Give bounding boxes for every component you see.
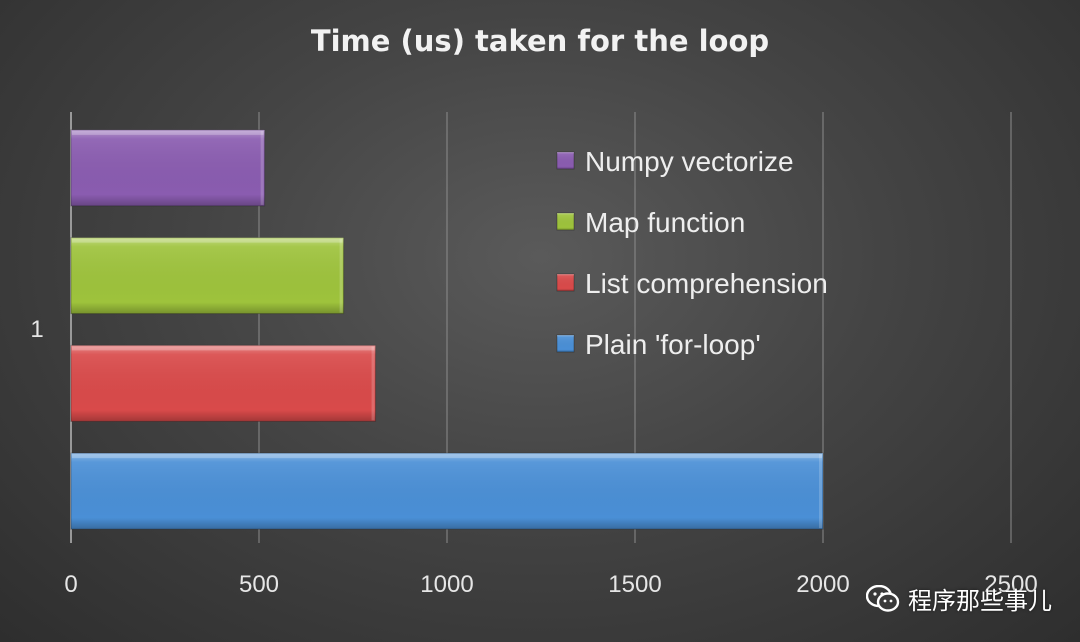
legend-label: List comprehension	[585, 268, 828, 299]
legend-item: Map function	[556, 207, 745, 238]
legend-item: Plain 'for-loop'	[556, 329, 761, 360]
watermark-text: 程序那些事儿	[908, 587, 1052, 615]
legend-item: Numpy vectorize	[556, 146, 794, 177]
x-tick-label: 0	[64, 571, 77, 598]
legend: Numpy vectorize Map function List comprehe…	[556, 146, 828, 360]
legend-label: Map function	[585, 207, 745, 238]
chart-title: Time (us) taken for the loop	[311, 24, 769, 58]
legend-label: Numpy vectorize	[585, 146, 794, 177]
x-tick-label: 1500	[608, 571, 661, 598]
x-tick-labels: 0 500 1000 1500 2000 2500	[64, 571, 1037, 598]
x-tick-label: 500	[239, 571, 279, 598]
bar-numpy-vectorize	[70, 129, 266, 207]
wechat-icon	[866, 584, 900, 612]
bar-plain-for-loop	[70, 452, 824, 530]
watermark: 程序那些事儿	[866, 581, 1052, 616]
bars	[70, 129, 824, 530]
bar-list-comprehension	[70, 344, 377, 422]
bar-map-function	[70, 237, 345, 315]
x-tick-label: 2000	[796, 571, 849, 598]
legend-label: Plain 'for-loop'	[585, 329, 761, 360]
x-tick-label: 1000	[420, 571, 473, 598]
category-label: 1	[30, 316, 43, 343]
legend-item: List comprehension	[556, 268, 828, 299]
x-tick-label: 2500	[984, 571, 1037, 598]
